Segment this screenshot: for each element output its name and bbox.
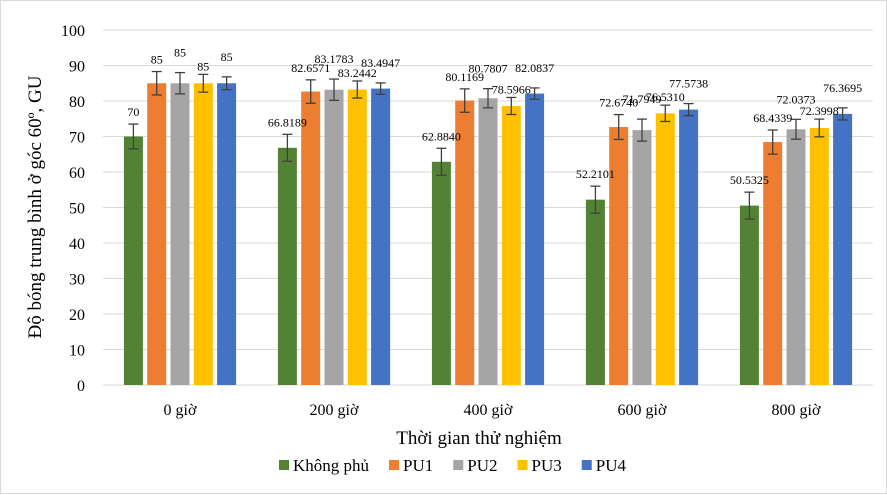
data-label: 76.3695 [823,81,862,95]
bar-pu2 [786,129,806,385]
data-label: 70 [127,105,139,119]
bar-pu3 [655,113,675,386]
y-tick-label: 30 [69,272,85,289]
bar-pu4 [217,83,237,385]
error-bars [128,70,848,220]
bar-pu2 [170,83,190,385]
data-label: 72.6740 [599,96,638,110]
y-tick-label: 20 [69,307,85,324]
y-tick-label: 40 [69,236,85,253]
x-axis-ticks: 0 giờ 200 giờ 400 giờ 600 giờ 800 giờ [164,402,821,419]
y-tick-label: 10 [69,343,85,360]
bar-không-phủ [431,161,451,385]
bars [123,83,853,386]
data-label: 76.5310 [646,90,685,104]
data-label: 50.5325 [730,173,769,187]
bar-pu3 [501,105,521,386]
bar-pu1 [147,83,167,385]
x-tick-label: 400 giờ [464,402,513,419]
bar-pu2 [478,98,498,385]
legend-label: Không phủ [293,456,370,475]
data-label: 80.1169 [445,70,484,84]
bar-pu4 [679,109,699,385]
bar-pu1 [763,142,783,385]
bar-không-phủ [277,147,297,385]
bar-pu3 [809,127,829,385]
data-label: 82.0837 [515,61,554,75]
data-label: 66.8189 [268,115,307,129]
legend-label: PU2 [467,456,497,475]
y-tick-label: 60 [69,165,85,182]
data-label: 72.3998 [800,104,839,118]
bar-không-phủ [123,136,143,385]
bar-pu4 [525,93,545,385]
legend-swatch [581,460,592,470]
bar-pu3 [347,89,367,385]
bar-pu3 [193,83,213,385]
data-label: 85 [174,46,186,60]
data-label: 62.8840 [422,129,461,143]
bar-pu1 [301,91,321,385]
x-tick-label: 0 giờ [164,402,197,419]
data-label: 77.5738 [669,77,708,91]
data-labels: 70 85 85 85 85 66.8189 82.657183.178383.244283… [127,46,862,188]
data-label: 85 [197,59,209,73]
legend-swatch [517,460,528,470]
x-tick-label: 600 giờ [618,402,667,419]
data-label: 78.5966 [492,82,531,96]
legend-label: PU1 [403,456,433,475]
y-tick-label: 90 [69,59,85,76]
y-tick-label: 100 [61,23,85,40]
bar-không-phủ [739,205,759,385]
y-tick-label: 70 [69,130,85,147]
x-axis-title: Thời gian thử nghiệm [396,428,562,449]
y-axis-title: Độ bóng trung bình ở góc 60º, GU [25,75,46,338]
bar-pu2 [632,130,652,385]
legend: Không phủ PU1 PU2 PU3 PU4 [279,456,626,475]
legend-swatch [279,460,289,470]
bar-pu1 [455,100,475,385]
data-label: 83.2442 [338,66,377,80]
data-label: 85 [151,53,163,67]
y-tick-label: 0 [77,378,85,395]
legend-label: PU4 [596,456,627,475]
legend-swatch [453,460,464,470]
data-label: 71.7949 [623,92,662,106]
data-label: 52.2101 [576,167,615,181]
bar-pu4 [833,113,853,385]
bar-pu2 [324,89,344,385]
y-tick-label: 50 [69,201,85,218]
x-tick-label: 200 giờ [310,402,359,419]
data-label: 83.1783 [315,52,354,66]
bar-pu4 [371,88,391,386]
data-label: 80.7807 [469,62,508,76]
data-label: 72.0373 [777,92,816,106]
bar-pu1 [609,127,629,386]
y-axis-ticks: 0 10 20 30 40 50 60 70 80 90 100 [61,23,85,395]
legend-swatch [389,460,400,470]
data-label: 82.6571 [291,61,330,75]
data-label: 68.4339 [753,111,792,125]
bar-không-phủ [585,199,605,385]
x-tick-label: 800 giờ [772,402,821,419]
legend-label: PU3 [532,456,562,475]
y-tick-label: 80 [69,94,85,111]
data-label: 85 [221,50,233,64]
data-label: 83.4947 [361,56,400,70]
